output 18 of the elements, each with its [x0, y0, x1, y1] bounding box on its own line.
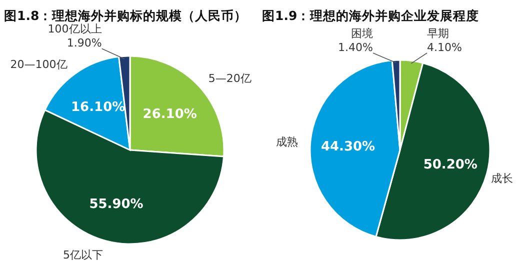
data-label: 26.10% — [142, 106, 197, 122]
slice-label: 成长 — [491, 172, 513, 185]
chart-title: 图1.9：理想的海外并购企业发展程度 — [262, 8, 480, 23]
data-label: 1.40% — [338, 41, 373, 54]
data-label: 55.90% — [89, 196, 144, 212]
data-label: 16.10% — [71, 100, 126, 115]
data-label: 4.10% — [427, 41, 462, 54]
slice-label: 20—100亿 — [10, 58, 68, 72]
data-label: 44.30% — [320, 139, 376, 154]
data-label: 50.20% — [423, 158, 478, 173]
slice-label: 困境 — [351, 27, 373, 40]
slice-label: 100亿以上 — [48, 22, 102, 36]
slice-label: 5亿以下 — [63, 248, 104, 262]
slice-label: 早期 — [427, 27, 449, 40]
slice-label: 成熟 — [276, 136, 298, 149]
chart-title: 图1.8：理想海外并购标的规模（人民币） — [4, 8, 248, 23]
slice-label: 5—20亿 — [208, 72, 252, 85]
data-label: 1.90% — [66, 36, 102, 50]
